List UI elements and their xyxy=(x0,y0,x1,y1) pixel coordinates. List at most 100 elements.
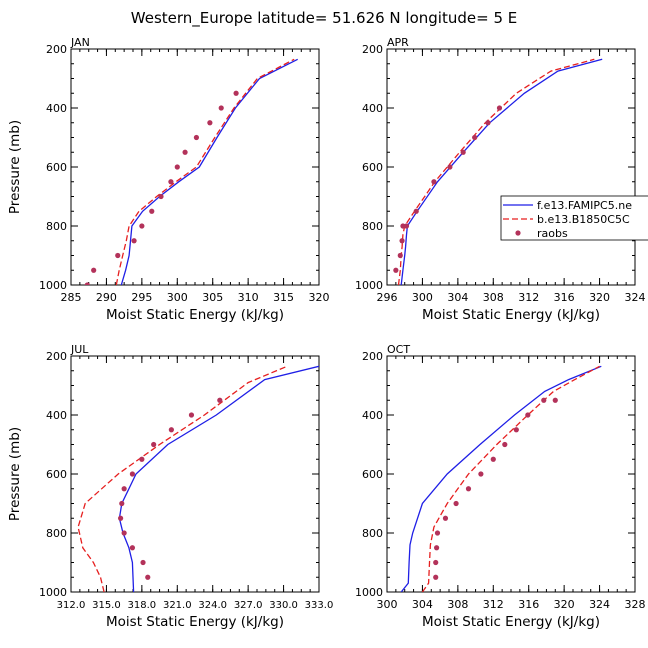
raobs-point xyxy=(525,412,531,418)
raobs-point xyxy=(217,397,223,403)
x-tick-label: 321.0 xyxy=(163,600,192,611)
raobs-point xyxy=(115,252,121,259)
series-line-b-e13 xyxy=(115,58,295,285)
raobs-point xyxy=(131,238,137,244)
raobs-point xyxy=(513,427,519,433)
legend-marker-raobs xyxy=(515,230,521,236)
legend-entry-label: f.e13.FAMIPC5.ne xyxy=(537,199,632,212)
series-line-f-e13 xyxy=(400,58,603,285)
raobs-point xyxy=(193,134,200,141)
x-tick-label: 305 xyxy=(202,291,223,304)
y-tick-label: 600 xyxy=(362,161,383,174)
raobs-point xyxy=(121,530,127,536)
series-line-f-e13 xyxy=(400,365,602,592)
raobs-point xyxy=(168,427,174,433)
x-tick-label: 315 xyxy=(273,291,294,304)
x-tick-label: 300 xyxy=(412,291,433,304)
x-tick-label: 285 xyxy=(61,291,82,304)
raobs-point xyxy=(541,397,547,403)
raobs-point xyxy=(442,515,449,521)
legend-box xyxy=(500,195,648,241)
raobs-point xyxy=(151,441,157,448)
raobs-point xyxy=(434,530,441,536)
x-tick-label: 328 xyxy=(625,598,646,611)
raobs-point xyxy=(465,486,472,492)
x-tick-label: 320 xyxy=(554,598,575,611)
x-tick-label: 308 xyxy=(483,291,504,304)
y-tick-label: 800 xyxy=(362,220,383,233)
raobs-point xyxy=(434,545,440,551)
raobs-point xyxy=(121,486,127,492)
raobs-point xyxy=(397,252,403,259)
x-tick-label: 300 xyxy=(377,598,398,611)
x-axis-label: Moist Static Energy (kJ/kg) xyxy=(106,307,284,323)
x-axis-label: Moist Static Energy (kJ/kg) xyxy=(422,614,600,630)
x-tick-label: 312 xyxy=(518,291,539,304)
y-tick-label: 200 xyxy=(362,350,383,363)
x-tick-label: 318.0 xyxy=(128,600,157,611)
raobs-point xyxy=(168,179,174,185)
x-tick-label: 312 xyxy=(483,598,504,611)
y-axis-label: Pressure (mb) xyxy=(7,120,23,214)
raobs-point xyxy=(84,282,90,285)
plot-frame xyxy=(70,48,320,286)
y-tick-label: 1000 xyxy=(39,279,67,292)
raobs-point xyxy=(433,559,439,566)
raobs-point xyxy=(552,397,558,403)
raobs-point xyxy=(207,120,213,126)
legend-entry-label: b.e13.B1850C5C xyxy=(537,213,630,226)
x-tick-label: 333.0 xyxy=(305,600,334,611)
raobs-point xyxy=(233,90,239,96)
y-tick-label: 200 xyxy=(362,43,383,56)
panel-label: OCT xyxy=(387,343,410,356)
series-group xyxy=(77,365,319,592)
x-tick-label: 324 xyxy=(589,598,610,611)
x-tick-label: 304 xyxy=(412,598,433,611)
series-group xyxy=(400,365,602,592)
x-tick-label: 327.0 xyxy=(234,600,263,611)
raobs-point xyxy=(129,545,136,551)
raobs-point xyxy=(399,238,405,244)
raobs-point xyxy=(118,515,124,521)
raobs-point xyxy=(460,149,466,155)
raobs-point xyxy=(218,105,224,111)
x-tick-label: 304 xyxy=(447,291,468,304)
series-line-f-e13 xyxy=(120,58,298,285)
figure-title: Western_Europe latitude= 51.626 N longit… xyxy=(131,9,517,28)
y-tick-label: 400 xyxy=(362,102,383,115)
raobs-point xyxy=(149,208,155,214)
panel-label: JAN xyxy=(70,36,90,49)
raobs-point xyxy=(485,120,491,126)
plot-frame xyxy=(386,48,636,286)
y-tick-label: 600 xyxy=(46,161,67,174)
x-axis-label: Moist Static Energy (kJ/kg) xyxy=(422,307,600,323)
series-line-b-e13 xyxy=(77,365,288,592)
plot-frame xyxy=(70,355,320,593)
y-tick-label: 400 xyxy=(362,409,383,422)
x-tick-label: 295 xyxy=(131,291,152,304)
raobs-point xyxy=(431,179,437,185)
y-tick-label: 400 xyxy=(46,409,67,422)
series-group xyxy=(393,58,603,285)
x-tick-label: 316 xyxy=(518,598,539,611)
x-tick-label: 315.0 xyxy=(92,600,121,611)
raobs-point xyxy=(447,164,453,170)
raobs-point xyxy=(433,574,439,580)
series-line-b-e13 xyxy=(397,58,595,285)
series-group xyxy=(84,58,298,285)
raobs-point xyxy=(393,267,399,273)
raobs-point xyxy=(182,149,188,155)
legend-entry-label: raobs xyxy=(537,227,568,240)
y-tick-label: 200 xyxy=(46,43,67,56)
raobs-point xyxy=(158,193,164,200)
y-tick-label: 800 xyxy=(46,527,67,540)
raobs-point xyxy=(129,471,136,477)
raobs-point xyxy=(502,441,508,448)
x-tick-label: 330.0 xyxy=(269,600,298,611)
y-tick-label: 400 xyxy=(46,102,67,115)
y-tick-label: 200 xyxy=(46,350,67,363)
y-tick-label: 1000 xyxy=(39,586,67,599)
